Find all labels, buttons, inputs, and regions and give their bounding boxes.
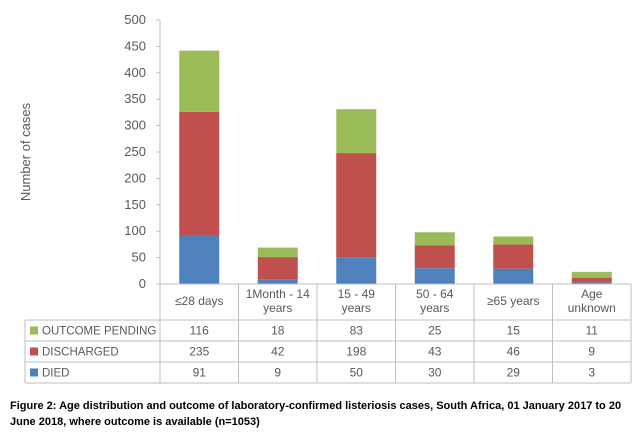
- y-tick-label: 450: [124, 38, 146, 53]
- data-table-value: 50: [350, 366, 364, 380]
- y-tick-label: 200: [124, 170, 146, 185]
- data-table-value: 9: [588, 345, 595, 359]
- x-category-label: 50 - 64: [416, 287, 454, 301]
- bar-segment: [257, 257, 298, 280]
- bar-segment: [571, 282, 612, 284]
- bar-segment: [414, 245, 455, 269]
- x-category-label: ≤28 days: [175, 294, 224, 308]
- bar-segment: [179, 235, 220, 284]
- data-table-value: 3: [588, 366, 595, 380]
- data-table-value: 46: [507, 345, 521, 359]
- legend-label: DIED: [42, 368, 69, 380]
- data-table-value: 15: [507, 324, 521, 338]
- bar-segment: [179, 111, 220, 236]
- y-tick-label: 150: [124, 197, 146, 212]
- y-axis-label: Number of cases: [18, 102, 33, 201]
- bar-segment: [336, 109, 377, 154]
- bar-segment: [414, 232, 455, 246]
- x-category-label: years: [342, 301, 371, 315]
- data-table-value: 11: [586, 324, 599, 338]
- y-tick-label: 350: [124, 91, 146, 106]
- bar-segment: [257, 247, 298, 258]
- data-table-value: 43: [428, 345, 442, 359]
- data-table-value: 29: [507, 366, 521, 380]
- bar-segment: [179, 50, 220, 112]
- bar-segment: [493, 268, 534, 284]
- legend-key: [30, 326, 38, 335]
- data-table-value: 42: [271, 345, 285, 359]
- legend-label: OUTCOME PENDING: [42, 326, 156, 338]
- legend-key: [30, 368, 38, 377]
- bar-segment: [493, 236, 534, 245]
- bar-segment: [571, 277, 612, 283]
- y-tick-label: 250: [124, 144, 146, 159]
- data-table-value: 18: [271, 324, 285, 338]
- data-table-value: 116: [190, 324, 209, 338]
- x-category-label: 15 - 49: [338, 287, 376, 301]
- data-table-value: 83: [350, 324, 364, 338]
- bar-segment: [414, 268, 455, 284]
- x-category-label: 1Month - 14: [246, 287, 310, 301]
- bar-segment: [493, 244, 534, 269]
- data-table-value: 25: [428, 324, 442, 338]
- x-category-label: unknown: [568, 301, 616, 315]
- data-table-value: 9: [274, 366, 281, 380]
- legend-key: [30, 347, 38, 356]
- y-tick-label: 0: [139, 276, 146, 291]
- x-category-label: years: [263, 301, 292, 315]
- y-tick-label: 400: [124, 65, 146, 80]
- bar-segment: [257, 279, 298, 284]
- data-table-value: 30: [428, 366, 442, 380]
- y-tick-label: 500: [124, 12, 146, 27]
- bar-segment: [571, 271, 612, 278]
- y-tick-label: 300: [124, 118, 146, 133]
- x-category-label: Age: [581, 287, 603, 301]
- y-tick-label: 50: [132, 250, 146, 265]
- figure-caption: Figure 2: Age distribution and outcome o…: [10, 400, 622, 428]
- x-category-label: ≥65 years: [487, 294, 540, 308]
- data-table-value: 91: [193, 366, 207, 380]
- data-table-value: 198: [346, 345, 366, 359]
- bar-segment: [336, 257, 377, 284]
- y-tick-label: 100: [124, 223, 146, 238]
- legend-label: DISCHARGED: [42, 347, 119, 359]
- data-table-value: 235: [189, 345, 209, 359]
- x-category-label: years: [420, 301, 449, 315]
- bar-segment: [336, 153, 377, 258]
